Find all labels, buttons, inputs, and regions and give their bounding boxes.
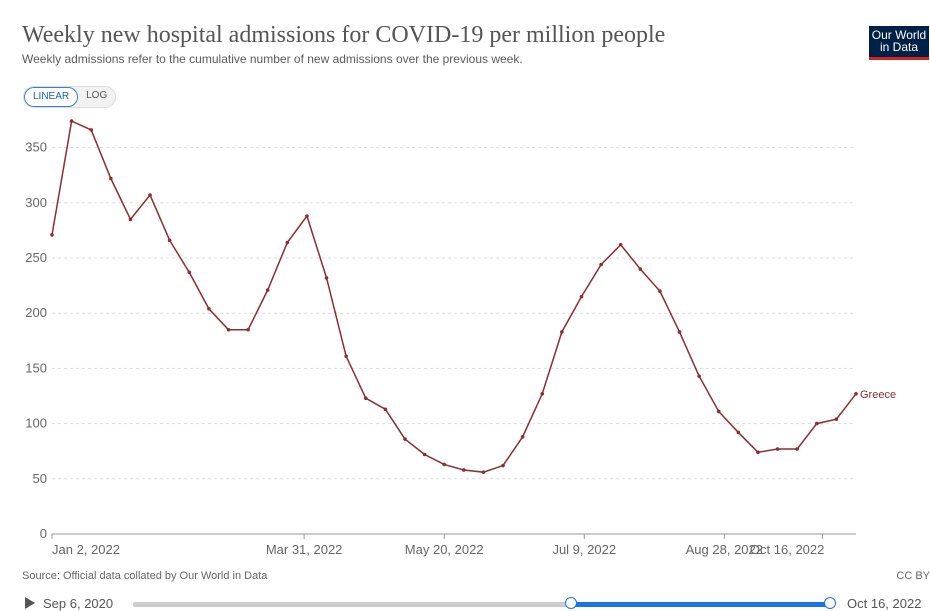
data-point [305, 214, 309, 218]
play-icon[interactable] [25, 597, 35, 609]
data-point [599, 262, 603, 267]
license-link[interactable]: CC BY [896, 570, 930, 582]
x-tick-label: Jul 9, 2022 [552, 542, 616, 557]
data-point [736, 430, 741, 435]
data-point [207, 306, 211, 311]
data-point [795, 447, 799, 451]
data-point [579, 294, 584, 299]
y-tick-label: 50 [33, 471, 47, 486]
data-point [560, 330, 564, 334]
data-point [756, 450, 760, 455]
data-point [638, 267, 643, 271]
timeline-selected-range [571, 602, 830, 607]
data-point [89, 128, 94, 132]
data-point [677, 330, 682, 334]
data-point [481, 470, 486, 474]
y-tick-label: 0 [40, 526, 47, 541]
data-point [363, 396, 368, 401]
y-tick-label: 200 [25, 305, 47, 320]
x-tick-label: May 20, 2022 [405, 542, 484, 557]
timeline-start-handle[interactable] [565, 597, 577, 609]
logo-accent-bar [869, 57, 929, 60]
data-point [814, 421, 819, 426]
timeline-end-handle[interactable] [824, 597, 836, 609]
data-point [324, 276, 329, 280]
series-line-greece [51, 120, 857, 473]
data-point [697, 374, 701, 378]
timeline: Sep 6, 2020 Oct 16, 2022 [22, 594, 930, 611]
data-point [403, 437, 407, 441]
data-point [69, 119, 74, 123]
data-point [226, 327, 231, 332]
data-point [462, 468, 466, 472]
y-tick-label: 300 [25, 195, 47, 210]
data-point [854, 391, 858, 396]
data-point [344, 354, 348, 359]
data-point [148, 193, 152, 197]
x-tick-label: Jan 2, 2022 [52, 542, 120, 557]
data-point [422, 452, 427, 457]
source-note[interactable]: Source: Official data collated by Our Wo… [22, 570, 268, 582]
line-chart: 0 50 100 150 200 250 300 350 Jan 2, 2022 Mar 31, … [25, 119, 896, 557]
linear-scale-button[interactable]: LINEAR [24, 87, 79, 107]
chart-subtitle: Weekly admissions refer to the cumulativ… [22, 52, 523, 66]
y-tick-label: 250 [25, 250, 47, 265]
data-point [658, 289, 662, 293]
data-point [540, 391, 545, 396]
logo-line-1: Our World [871, 28, 927, 42]
x-tick-label: Oct 16, 2022 [750, 542, 824, 557]
data-point [167, 238, 172, 243]
data-point [109, 176, 113, 181]
data-point [128, 217, 133, 222]
x-tick-label: Mar 31, 2022 [266, 542, 343, 557]
data-point [716, 409, 721, 414]
timeline-end-label[interactable]: Oct 16, 2022 [847, 596, 922, 611]
data-point [50, 233, 54, 237]
data-point [265, 288, 270, 292]
data-point [187, 270, 192, 275]
data-point [834, 417, 839, 421]
data-point [501, 463, 505, 468]
timeline-track[interactable] [133, 602, 830, 607]
y-tick-label: 350 [25, 140, 47, 155]
y-tick-label: 100 [25, 416, 47, 431]
logo-line-2: in Data [879, 40, 919, 54]
data-point [442, 462, 446, 467]
data-point [383, 407, 388, 412]
owid-logo[interactable]: Our World in Data [869, 26, 929, 60]
x-tick-label: Aug 28, 2022 [686, 542, 763, 557]
data-point [285, 240, 290, 245]
series-label: Greece [860, 389, 896, 401]
chart-title: Weekly new hospital admissions for COVID… [22, 22, 666, 48]
data-point [520, 435, 525, 439]
data-point [618, 242, 623, 247]
log-scale-button[interactable]: LOG [86, 90, 108, 101]
timeline-start-label[interactable]: Sep 6, 2020 [43, 596, 114, 611]
data-point [246, 327, 250, 332]
y-tick-label: 150 [25, 360, 47, 375]
data-point [775, 447, 780, 451]
scale-toggle[interactable]: LINEAR LOG [23, 86, 117, 108]
